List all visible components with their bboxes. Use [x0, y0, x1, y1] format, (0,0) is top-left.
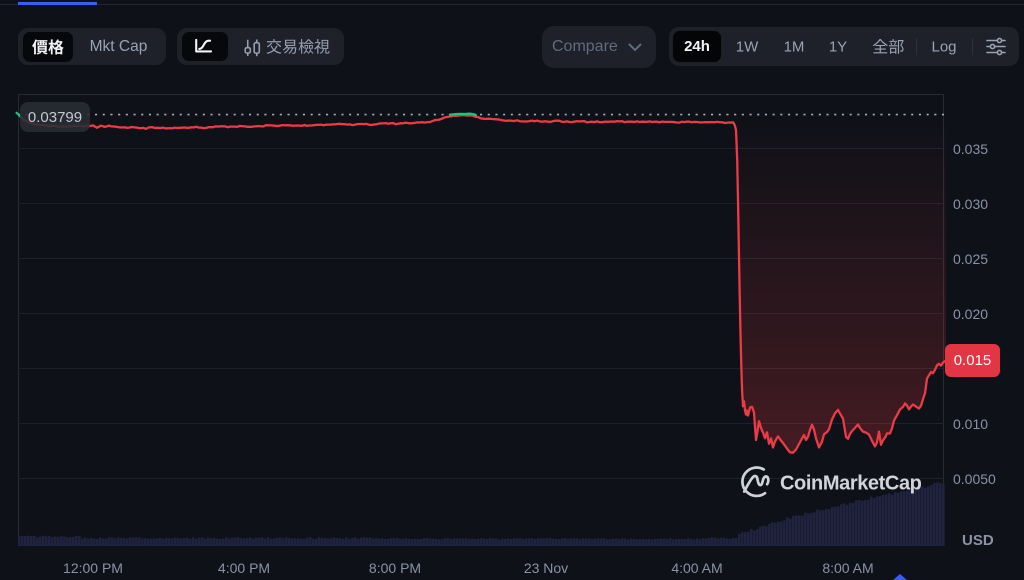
svg-text:CoinMarketCap: CoinMarketCap [780, 473, 922, 495]
